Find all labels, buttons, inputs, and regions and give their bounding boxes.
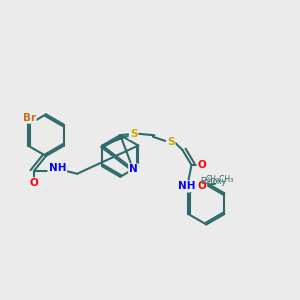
Text: N: N [129, 164, 138, 175]
Text: NH: NH [178, 182, 196, 191]
Text: O: O [197, 181, 206, 191]
Text: S: S [130, 129, 137, 139]
Text: Br: Br [23, 113, 36, 123]
Text: O: O [30, 178, 38, 188]
Text: Ethoxy: Ethoxy [201, 178, 227, 187]
Text: CH₂CH₃: CH₂CH₃ [206, 176, 234, 184]
Text: NH: NH [49, 164, 66, 173]
Text: O: O [197, 160, 206, 170]
Text: S: S [167, 137, 175, 147]
